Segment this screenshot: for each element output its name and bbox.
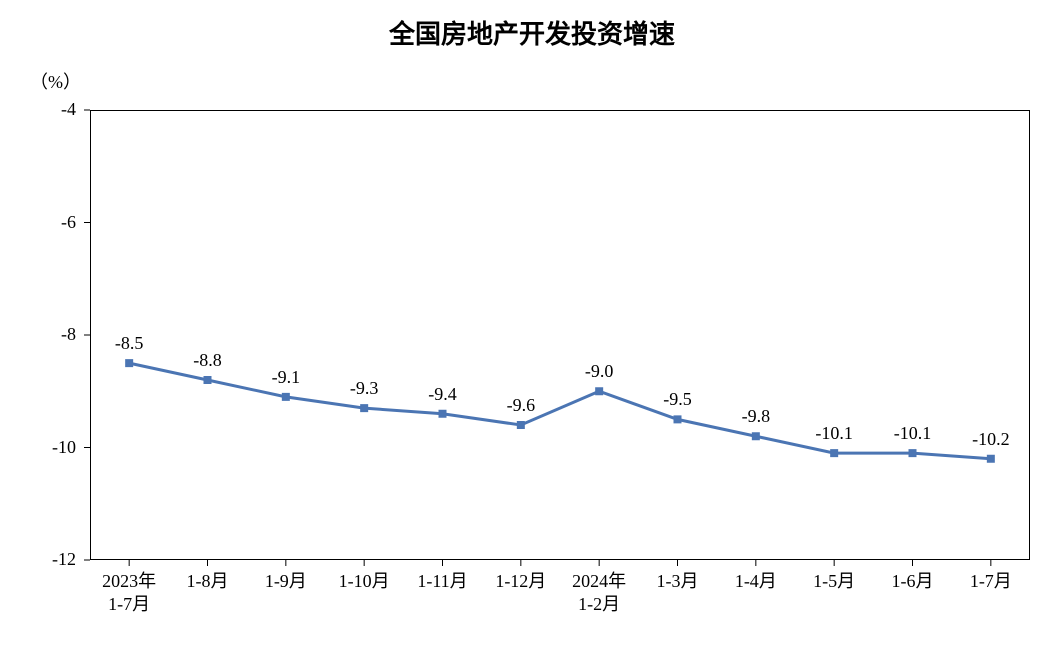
y-tick-label: -4 <box>0 99 76 120</box>
x-tick-label: 1-5月 <box>795 570 873 593</box>
data-point-label: -10.1 <box>873 423 953 444</box>
x-tick-label: 1-12月 <box>482 570 560 593</box>
data-point-label: -9.1 <box>246 367 326 388</box>
y-tick-label: -8 <box>0 324 76 345</box>
data-point-label: -8.8 <box>168 350 248 371</box>
x-tick-label: 1-6月 <box>873 570 951 593</box>
x-tick-label: 1-8月 <box>168 570 246 593</box>
data-point-label: -9.0 <box>559 361 639 382</box>
x-tick-label: 2023年 1-7月 <box>90 570 168 615</box>
x-tick-label: 1-7月 <box>952 570 1030 593</box>
data-point-label: -9.5 <box>638 389 718 410</box>
data-point-label: -10.2 <box>951 429 1031 450</box>
data-point-label: -9.8 <box>716 406 796 427</box>
data-point-label: -9.6 <box>481 395 561 416</box>
x-tick-label: 1-9月 <box>247 570 325 593</box>
y-tick-label: -12 <box>0 549 76 570</box>
y-tick-label: -6 <box>0 212 76 233</box>
x-tick-label: 1-10月 <box>325 570 403 593</box>
data-point-label: -9.4 <box>403 384 483 405</box>
x-tick-label: 1-4月 <box>717 570 795 593</box>
data-point-label: -10.1 <box>794 423 874 444</box>
x-tick-label: 2024年 1-2月 <box>560 570 638 615</box>
y-tick-label: -10 <box>0 437 76 458</box>
x-tick-label: 1-11月 <box>403 570 481 593</box>
data-point-label: -9.3 <box>324 378 404 399</box>
data-point-label: -8.5 <box>89 333 169 354</box>
chart-container: 全国房地产开发投资增速 （%） -4-6-8-10-122023年 1-7月1-… <box>0 0 1064 670</box>
x-tick-label: 1-3月 <box>638 570 716 593</box>
